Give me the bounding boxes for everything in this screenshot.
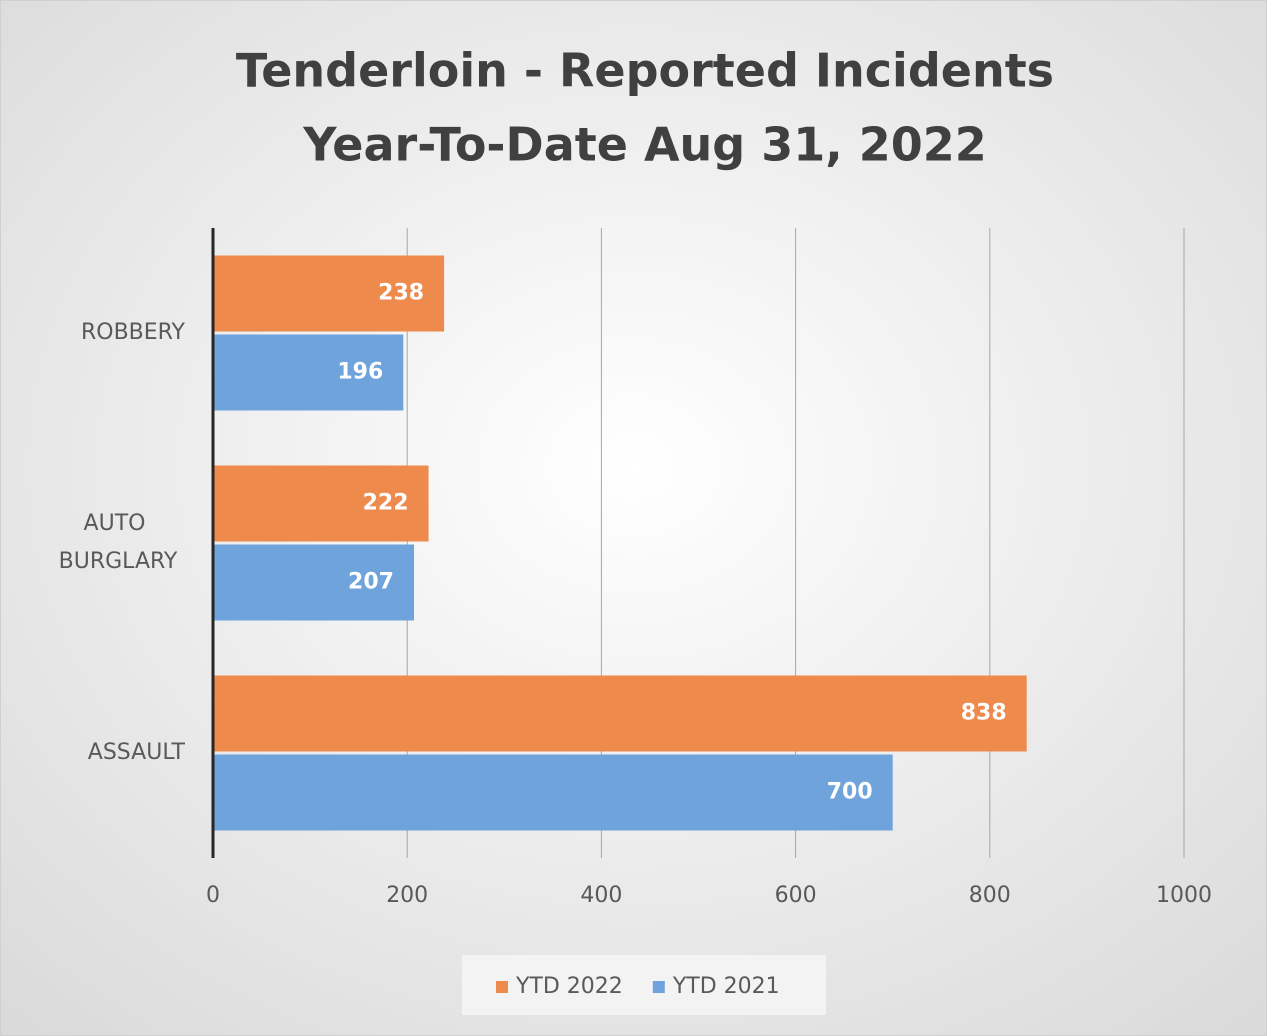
bar xyxy=(213,544,414,621)
data-label: 700 xyxy=(827,780,873,805)
bar xyxy=(213,675,1027,752)
data-label: 238 xyxy=(378,281,424,306)
bar xyxy=(213,334,404,411)
legend-label: YTD 2022 xyxy=(515,974,623,999)
y-tick-label: ASSAULT xyxy=(88,740,186,765)
legend-swatch xyxy=(496,981,508,993)
legend-box xyxy=(462,955,826,1015)
data-label: 196 xyxy=(337,360,383,385)
data-label: 222 xyxy=(363,491,409,516)
data-label: 207 xyxy=(348,570,394,595)
bar xyxy=(213,255,445,332)
chart-title: Tenderloin - Reported Incidents xyxy=(236,44,1054,98)
x-tick-label: 800 xyxy=(969,883,1011,908)
x-tick-label: 0 xyxy=(206,883,220,908)
x-tick-label: 400 xyxy=(580,883,622,908)
x-tick-label: 200 xyxy=(386,883,428,908)
bar xyxy=(213,754,893,831)
data-label: 838 xyxy=(961,701,1007,726)
y-tick-label: ROBBERY xyxy=(81,320,186,345)
chart-subtitle: Year-To-Date Aug 31, 2022 xyxy=(302,118,987,172)
x-tick-label: 600 xyxy=(775,883,817,908)
legend-swatch xyxy=(652,981,665,993)
x-tick-label: 1000 xyxy=(1156,883,1212,908)
legend-label: YTD 2021 xyxy=(672,974,780,999)
y-tick-label: AUTO BURGLARY xyxy=(59,511,178,574)
bar xyxy=(213,465,429,542)
